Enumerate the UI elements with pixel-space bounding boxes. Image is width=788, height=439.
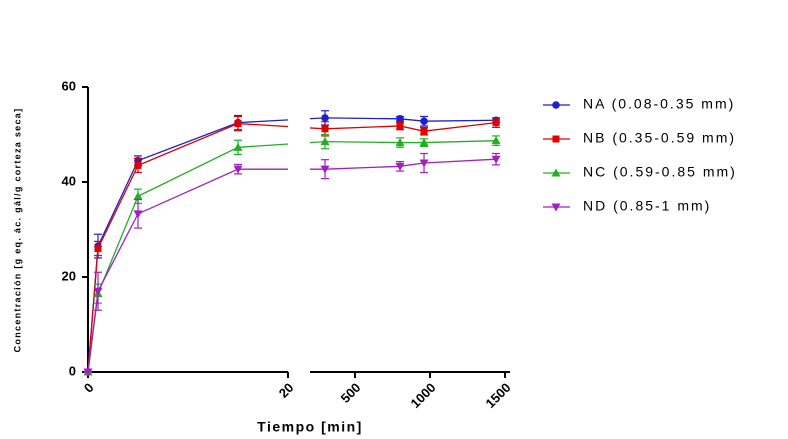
marker [233,165,243,174]
x-tick-label: 0 [81,380,97,396]
marker [419,138,429,147]
marker [83,368,93,377]
marker [419,159,429,168]
marker [395,138,405,147]
marker [233,142,243,151]
series-line [87,121,497,373]
marker [93,287,103,296]
marker [133,191,143,200]
series-line [87,117,497,373]
marker [420,127,428,135]
y-tick-label: 0 [69,363,76,378]
marker [551,203,561,212]
series-line [87,140,497,373]
marker [321,125,329,133]
legend-label: NB (0.35-0.59 mm) [583,130,736,146]
marker [552,101,560,109]
x-tick-label: 20 [276,380,297,401]
legend-label: NC (0.59-0.85 mm) [583,164,737,180]
marker [396,115,404,123]
x-tick-label: 1500 [483,380,514,411]
marker [320,137,330,146]
marker [491,136,501,145]
legend-label: ND (0.85-1 mm) [583,198,711,214]
marker [234,120,242,128]
x-tick-label: 1000 [408,380,439,411]
marker [321,114,329,122]
y-axis-label: Concentración [g eq. ác. gál/g corteza s… [12,108,22,353]
y-tick-label: 60 [62,78,76,93]
marker [134,161,142,169]
legend-label: NA (0.08-0.35 mm) [583,96,735,112]
marker [551,168,561,177]
marker [320,165,330,174]
marker [133,210,143,219]
marker [491,155,501,164]
marker [396,122,404,130]
y-tick-label: 40 [62,173,76,188]
marker [420,117,428,125]
x-axis-label: Tiempo [min] [257,419,363,435]
x-tick-label: 500 [338,380,364,406]
series-line [87,158,497,373]
marker [94,245,102,252]
y-tick-label: 20 [62,268,76,283]
marker [552,135,560,143]
marker [395,162,405,171]
marker [492,119,500,127]
